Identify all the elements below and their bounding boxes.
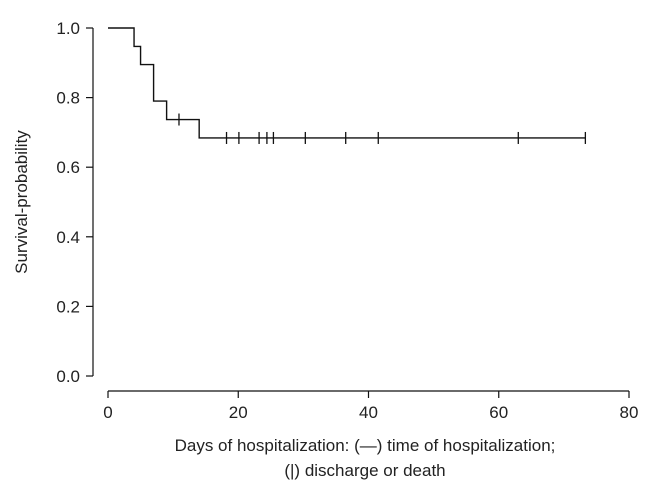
y-tick-label: 0.4 <box>56 228 80 247</box>
x-tick-label: 0 <box>103 403 112 422</box>
y-ticks: 0.0 0.2 0.4 0.6 0.8 1.0 <box>56 19 93 386</box>
x-tick-label: 20 <box>229 403 248 422</box>
survival-step-curve <box>108 27 586 139</box>
y-tick-label: 1.0 <box>56 19 80 38</box>
x-tick-label: 60 <box>489 403 508 422</box>
x-tick-label: 40 <box>359 403 378 422</box>
y-tick-label: 0.8 <box>56 89 80 108</box>
x-axis-label-line1: Days of hospitalization: (—) time of hos… <box>175 436 556 455</box>
y-tick-label: 0.2 <box>56 297 80 316</box>
axes <box>92 28 629 392</box>
y-tick-label: 0.6 <box>56 158 80 177</box>
censor-marks <box>178 113 587 144</box>
y-axis-label: Survival-probability <box>12 130 31 274</box>
x-ticks: 0 20 40 60 80 <box>103 391 638 422</box>
y-tick-label: 0.0 <box>56 367 80 386</box>
x-axis-label-line2: (|) discharge or death <box>284 461 445 480</box>
x-tick-label: 80 <box>620 403 639 422</box>
